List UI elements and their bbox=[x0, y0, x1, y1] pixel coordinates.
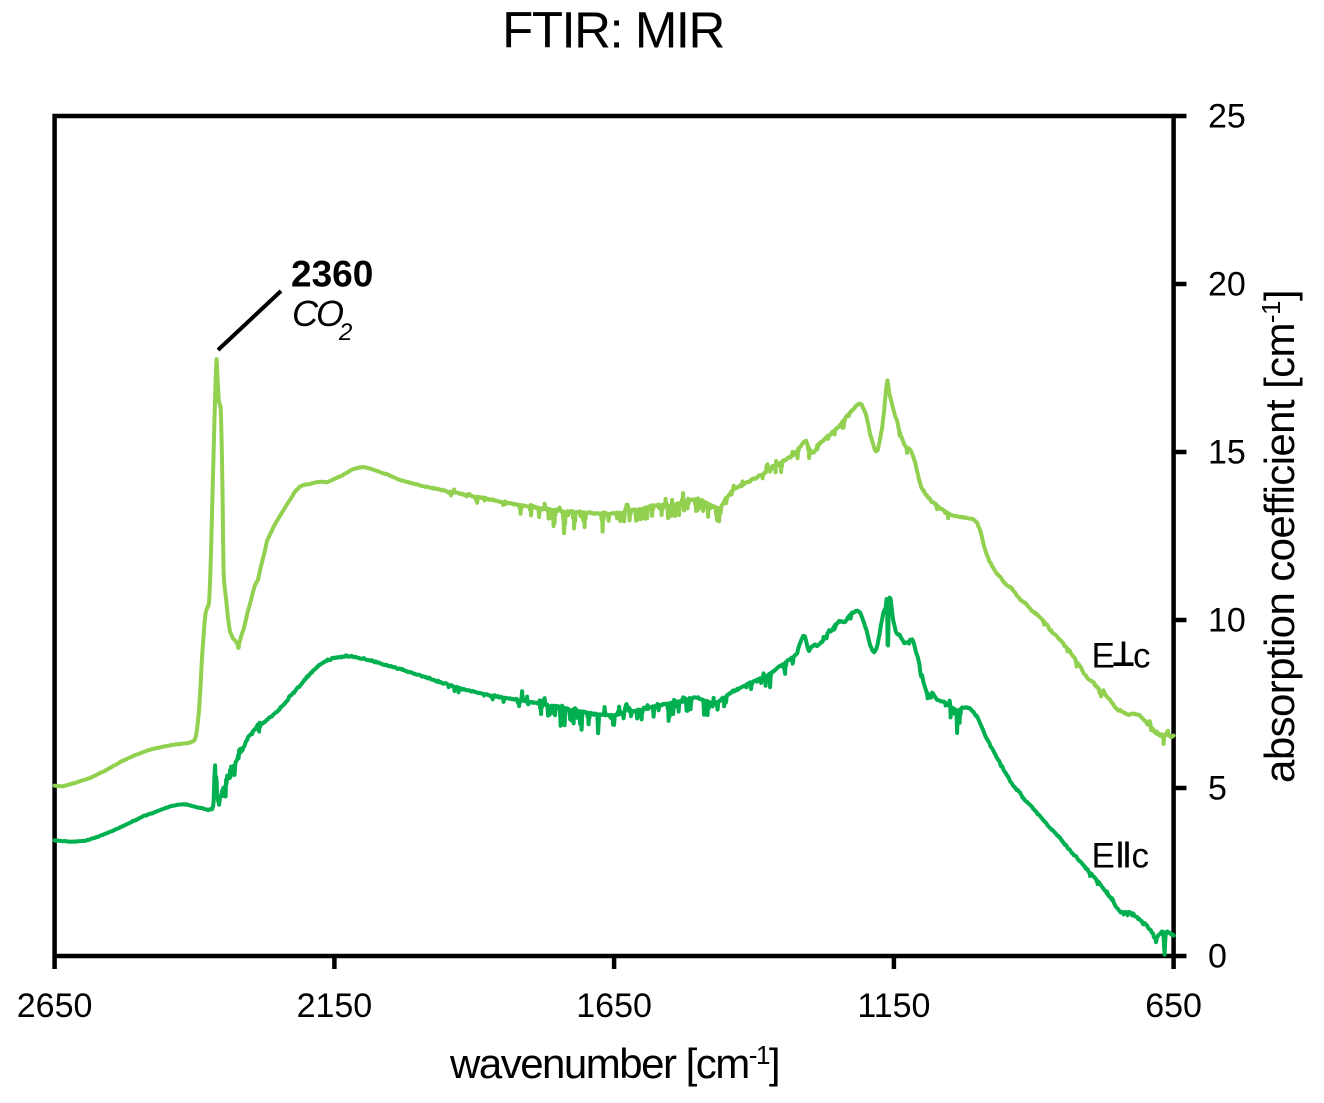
svg-text:absorption coefficient [cm-1]: absorption coefficient [cm-1] bbox=[1256, 290, 1303, 783]
svg-text:2: 2 bbox=[338, 319, 352, 346]
svg-text:E: E bbox=[1092, 637, 1115, 676]
svg-text:FTIR: MIR: FTIR: MIR bbox=[502, 2, 724, 59]
svg-text:10: 10 bbox=[1208, 602, 1246, 640]
svg-text:1150: 1150 bbox=[857, 987, 930, 1025]
svg-text:wavenumber [cm-1]: wavenumber [cm-1] bbox=[449, 1040, 779, 1087]
svg-text:E: E bbox=[1092, 837, 1115, 876]
svg-text:2150: 2150 bbox=[297, 987, 373, 1025]
svg-text:0: 0 bbox=[1208, 938, 1227, 976]
svg-text:15: 15 bbox=[1208, 434, 1246, 472]
svg-text:20: 20 bbox=[1208, 266, 1246, 304]
svg-text:CO: CO bbox=[292, 293, 343, 334]
svg-text:650: 650 bbox=[1145, 987, 1202, 1025]
svg-text:25: 25 bbox=[1208, 98, 1246, 136]
svg-text:5: 5 bbox=[1208, 770, 1227, 808]
svg-text:c: c bbox=[1132, 837, 1150, 876]
svg-text:2360: 2360 bbox=[291, 254, 373, 295]
svg-text:c: c bbox=[1133, 637, 1151, 676]
svg-text:2650: 2650 bbox=[17, 987, 93, 1025]
svg-text:1650: 1650 bbox=[576, 987, 652, 1025]
